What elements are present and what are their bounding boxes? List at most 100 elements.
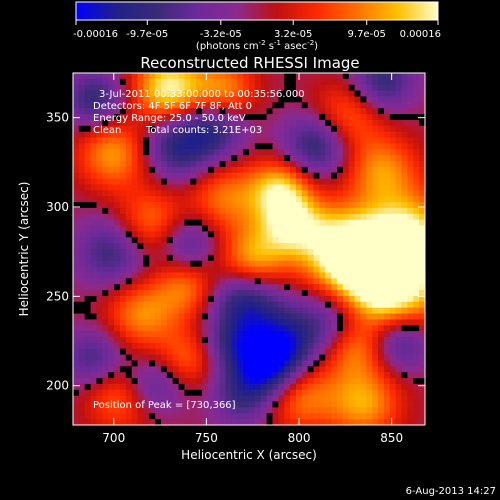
- heatmap-cell: [378, 184, 385, 191]
- heatmap-cell: [125, 73, 133, 80]
- heatmap-cell: [419, 378, 425, 385]
- heatmap-cell: [172, 366, 179, 373]
- heatmap-cell: [237, 137, 244, 144]
- heatmap-cell: [278, 307, 285, 314]
- heatmap-image: [73, 73, 425, 425]
- heatmap-cell: [190, 407, 197, 414]
- heatmap-cell: [237, 372, 244, 379]
- heatmap-cell: [202, 313, 209, 320]
- heatmap-cell: [125, 389, 133, 397]
- heatmap-cell: [419, 207, 425, 215]
- heatmap-cell: [243, 249, 250, 256]
- heatmap-cell: [413, 149, 420, 156]
- heatmap-cell: [360, 307, 367, 314]
- heatmap-cell: [272, 307, 279, 314]
- heatmap-cell: [78, 172, 86, 179]
- heatmap-cell: [84, 383, 91, 391]
- heatmap-cell: [190, 378, 197, 385]
- heatmap-cell: [401, 237, 408, 244]
- heatmap-cell: [243, 313, 250, 320]
- heatmap-cell: [213, 401, 221, 408]
- heatmap-cell: [207, 419, 215, 425]
- heatmap-cell: [419, 172, 425, 179]
- heatmap-cell: [90, 331, 97, 338]
- heatmap-cell: [172, 108, 179, 115]
- heatmap-cell: [190, 78, 197, 86]
- heatmap-cell: [419, 219, 425, 226]
- heatmap-cell: [243, 231, 250, 238]
- heatmap-cell: [184, 301, 191, 309]
- heatmap-cell: [319, 243, 326, 250]
- heatmap-cell: [166, 342, 174, 350]
- heatmap-cell: [284, 161, 291, 168]
- heatmap-cell: [90, 119, 97, 127]
- heatmap-cell: [225, 225, 232, 232]
- heatmap-cell: [219, 266, 226, 273]
- heatmap-cell: [149, 119, 156, 127]
- heatmap-cell: [125, 178, 133, 185]
- heatmap-cell: [389, 202, 397, 209]
- heatmap-cell: [319, 202, 326, 209]
- heatmap-cell: [407, 254, 414, 262]
- heatmap-cell: [301, 237, 309, 244]
- heatmap-cell: [337, 149, 344, 156]
- heatmap-cell: [190, 284, 197, 291]
- heatmap-cell: [278, 272, 285, 279]
- heatmap-cell: [401, 419, 408, 425]
- heatmap-cell: [284, 395, 291, 402]
- heatmap-cell: [266, 319, 273, 326]
- heatmap-cell: [149, 161, 156, 168]
- heatmap-cell: [378, 266, 385, 273]
- heatmap-cell: [78, 196, 86, 203]
- heatmap-cell: [78, 243, 86, 250]
- heatmap-cell: [295, 366, 303, 373]
- heatmap-cell: [219, 401, 226, 408]
- heatmap-cell: [266, 407, 273, 414]
- heatmap-cell: [419, 383, 425, 391]
- heatmap-cell: [184, 243, 191, 250]
- heatmap-cell: [143, 84, 150, 91]
- heatmap-cell: [419, 366, 425, 373]
- heatmap-cell: [272, 331, 279, 338]
- heatmap-cell: [325, 272, 332, 279]
- heatmap-cell: [389, 249, 397, 256]
- heatmap-cell: [254, 249, 262, 256]
- heatmap-cell: [295, 319, 303, 326]
- heatmap-cell: [219, 366, 226, 373]
- heatmap-cell: [295, 360, 303, 367]
- heatmap-cell: [325, 266, 332, 273]
- heatmap-cell: [325, 366, 332, 373]
- heatmap-cell: [284, 360, 291, 367]
- heatmap-cell: [190, 131, 197, 138]
- heatmap-cell: [401, 202, 408, 209]
- heatmap-cell: [73, 395, 80, 402]
- heatmap-cell: [395, 378, 402, 385]
- heatmap-cell: [290, 155, 297, 162]
- heatmap-cell: [307, 131, 314, 138]
- heatmap-cell: [307, 301, 314, 309]
- heatmap-cell: [108, 413, 115, 420]
- heatmap-cell: [73, 378, 80, 385]
- heatmap-cell: [178, 337, 185, 344]
- heatmap-cell: [213, 125, 221, 133]
- heatmap-cell: [125, 295, 133, 303]
- heatmap-cell: [114, 172, 121, 179]
- heatmap-cell: [360, 319, 367, 326]
- heatmap-cell: [378, 114, 385, 121]
- heatmap-cell: [272, 389, 279, 397]
- heatmap-cell: [196, 78, 203, 86]
- heatmap-cell: [249, 395, 256, 402]
- heatmap-cell: [178, 114, 185, 121]
- heatmap-cell: [354, 325, 361, 332]
- heatmap-cell: [378, 395, 385, 402]
- heatmap-cell: [295, 331, 303, 338]
- heatmap-cell: [172, 161, 179, 168]
- heatmap-cell: [237, 266, 244, 273]
- heatmap-cell: [84, 225, 91, 232]
- heatmap-cell: [102, 290, 109, 297]
- heatmap-cell: [161, 260, 168, 267]
- heatmap-cell: [307, 290, 314, 297]
- heatmap-cell: [378, 254, 385, 262]
- heatmap-cell: [202, 419, 209, 425]
- heatmap-cell: [295, 325, 303, 332]
